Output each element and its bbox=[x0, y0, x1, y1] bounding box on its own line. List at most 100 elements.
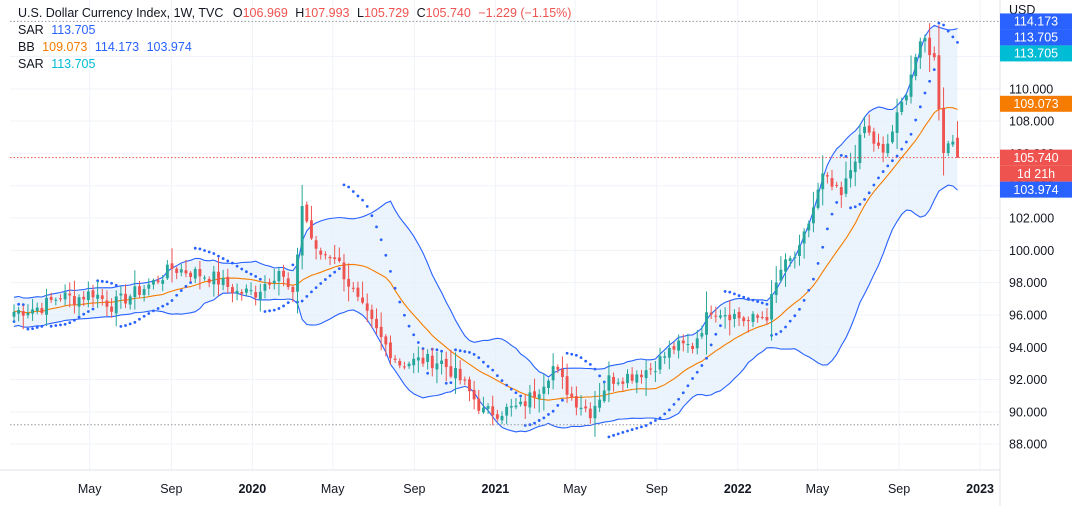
candle-body bbox=[147, 284, 151, 289]
sar-dot bbox=[156, 307, 160, 310]
sar-dot bbox=[616, 432, 620, 436]
sar-dot bbox=[728, 290, 732, 294]
sar-dot bbox=[142, 314, 146, 318]
candle bbox=[21, 305, 25, 330]
candle-body bbox=[681, 340, 685, 344]
candle-body bbox=[189, 272, 193, 278]
candle bbox=[765, 308, 769, 325]
candle-body bbox=[765, 317, 769, 321]
sar-dot bbox=[723, 290, 727, 293]
candle-body bbox=[347, 278, 351, 287]
candle bbox=[142, 285, 146, 302]
candle bbox=[867, 114, 871, 136]
sar-dot bbox=[863, 198, 866, 201]
candle bbox=[951, 134, 955, 147]
candle-body bbox=[45, 298, 48, 315]
sar-dot bbox=[635, 426, 639, 430]
candle bbox=[272, 269, 276, 290]
candle bbox=[384, 334, 388, 357]
candle bbox=[138, 280, 141, 298]
candle-body bbox=[640, 374, 643, 378]
candle bbox=[477, 389, 481, 415]
candle bbox=[212, 265, 216, 297]
sar-dot bbox=[891, 159, 894, 163]
time-tick-label: May bbox=[806, 482, 830, 496]
sar-dot bbox=[82, 312, 86, 316]
candle-body bbox=[356, 287, 360, 297]
sar-dot bbox=[914, 118, 918, 122]
candle-body bbox=[296, 254, 299, 292]
sar-dot bbox=[653, 419, 657, 422]
sar-dot bbox=[40, 324, 44, 328]
candle-body bbox=[26, 313, 30, 316]
candle bbox=[128, 294, 132, 310]
candle bbox=[579, 394, 583, 416]
candle-body bbox=[877, 142, 880, 146]
candle-body bbox=[491, 406, 495, 416]
candle-body bbox=[235, 290, 239, 294]
candle bbox=[435, 351, 439, 384]
candle-body bbox=[918, 41, 922, 58]
candle-body bbox=[12, 311, 16, 317]
sar-dot bbox=[337, 267, 341, 271]
candle bbox=[658, 347, 662, 374]
candle-body bbox=[110, 306, 114, 312]
candle bbox=[825, 172, 829, 184]
sar-dot bbox=[323, 278, 327, 281]
candle-body bbox=[486, 406, 490, 409]
grid bbox=[10, 0, 1000, 470]
sar-dot bbox=[918, 105, 922, 109]
candle bbox=[667, 340, 671, 370]
candle-body bbox=[811, 207, 815, 224]
candle-body bbox=[165, 264, 169, 279]
sar-dot bbox=[779, 330, 783, 333]
sar-dot bbox=[598, 374, 602, 378]
candle-body bbox=[333, 257, 337, 260]
candle bbox=[291, 285, 295, 303]
candle-body bbox=[523, 401, 527, 407]
sar-dot bbox=[375, 225, 378, 229]
candle bbox=[91, 284, 95, 307]
candle-body bbox=[751, 313, 755, 322]
candle-body bbox=[956, 137, 959, 158]
candle bbox=[779, 256, 783, 283]
sar-dot bbox=[91, 307, 95, 311]
candle-body bbox=[244, 288, 248, 293]
candle-body bbox=[788, 258, 792, 261]
candle bbox=[602, 382, 606, 403]
sar-dot bbox=[909, 132, 913, 136]
candle-body bbox=[756, 315, 760, 318]
candle-body bbox=[449, 366, 453, 377]
sar-dot bbox=[812, 277, 815, 281]
candle bbox=[310, 205, 313, 241]
badge-bg bbox=[1000, 95, 1072, 112]
candle bbox=[519, 397, 523, 407]
sar-dot bbox=[114, 283, 118, 287]
candle-body bbox=[914, 57, 918, 77]
candle bbox=[282, 264, 286, 287]
candle bbox=[723, 307, 727, 329]
candle-body bbox=[821, 173, 825, 190]
candle bbox=[82, 291, 86, 307]
sar-dot bbox=[691, 377, 694, 380]
candle bbox=[300, 184, 304, 270]
sar-dot bbox=[193, 246, 197, 250]
candle-body bbox=[430, 355, 434, 369]
candle bbox=[770, 280, 774, 341]
sar-dot bbox=[547, 413, 550, 416]
sar-dot bbox=[365, 205, 369, 208]
sar-dot bbox=[458, 349, 462, 353]
candle-body bbox=[574, 396, 578, 408]
sar-dot bbox=[226, 259, 230, 263]
candle-body bbox=[286, 278, 290, 287]
candle bbox=[593, 390, 597, 437]
candle-body bbox=[133, 286, 137, 297]
candle bbox=[830, 169, 834, 191]
sar-dot bbox=[774, 332, 778, 336]
candle-body bbox=[221, 278, 225, 286]
sar-dot bbox=[612, 433, 615, 437]
sar-dot bbox=[472, 352, 476, 356]
candle bbox=[732, 309, 736, 328]
